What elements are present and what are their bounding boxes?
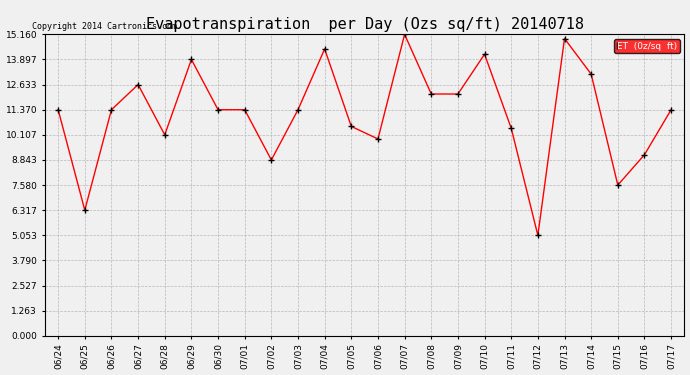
Title: Evapotranspiration  per Day (Ozs sq/ft) 20140718: Evapotranspiration per Day (Ozs sq/ft) 2…: [146, 17, 584, 32]
Text: Copyright 2014 Cartronics.com: Copyright 2014 Cartronics.com: [32, 22, 177, 32]
Legend: ET  (0z/sq  ft): ET (0z/sq ft): [614, 39, 680, 53]
